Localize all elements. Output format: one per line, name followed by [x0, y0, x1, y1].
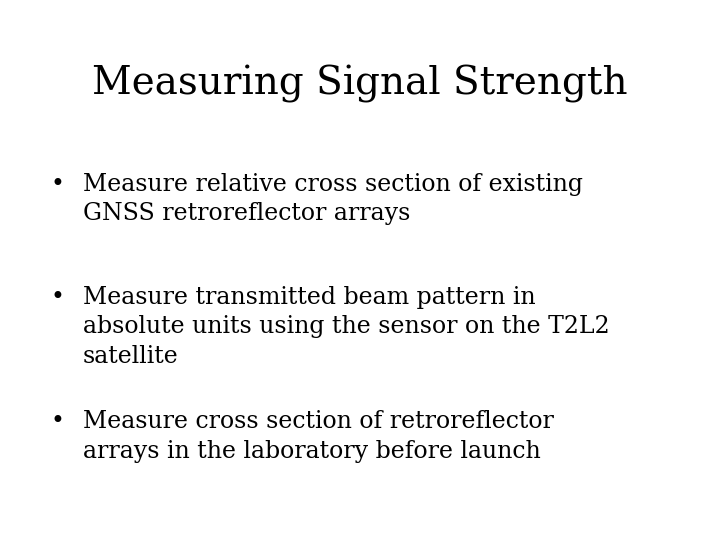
- Text: Measure transmitted beam pattern in
absolute units using the sensor on the T2L2
: Measure transmitted beam pattern in abso…: [83, 286, 610, 368]
- Text: Measuring Signal Strength: Measuring Signal Strength: [92, 65, 628, 103]
- Text: •: •: [50, 410, 64, 434]
- Text: •: •: [50, 173, 64, 196]
- Text: Measure cross section of retroreflector
arrays in the laboratory before launch: Measure cross section of retroreflector …: [83, 410, 554, 463]
- Text: Measure relative cross section of existing
GNSS retroreflector arrays: Measure relative cross section of existi…: [83, 173, 582, 225]
- Text: •: •: [50, 286, 64, 309]
